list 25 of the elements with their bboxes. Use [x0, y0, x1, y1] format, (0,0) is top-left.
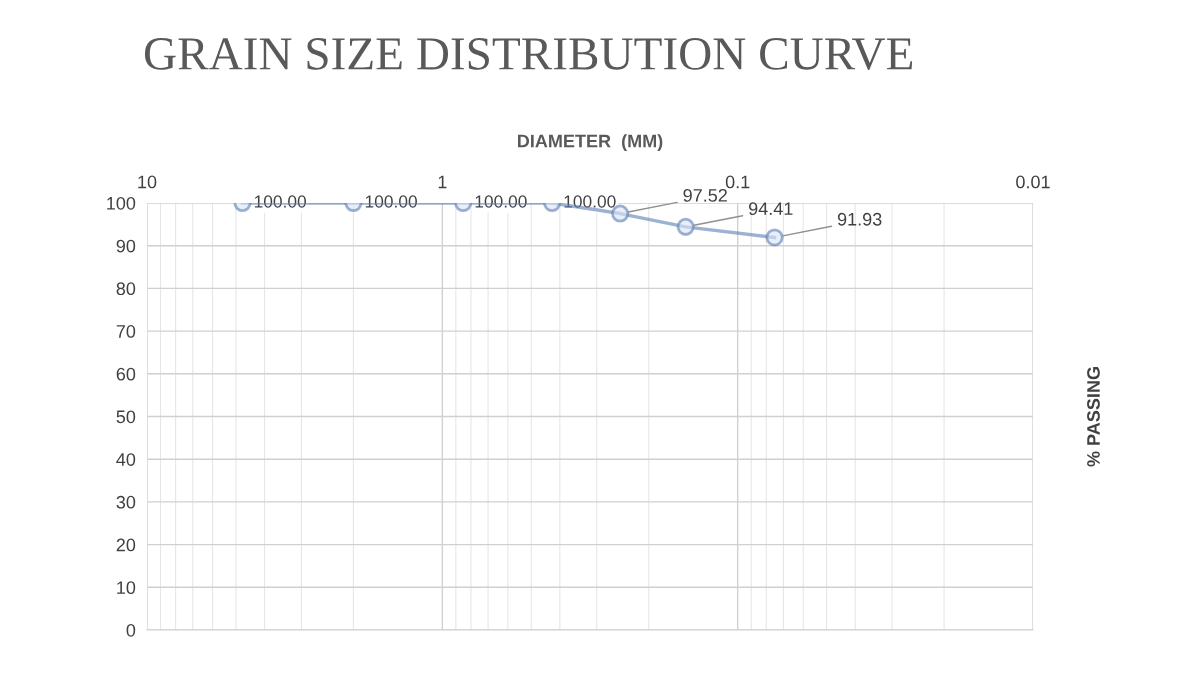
y-tick-label: 0 — [126, 623, 136, 637]
chart-title: GRAIN SIZE DISTRIBUTION CURVE — [144, 38, 913, 71]
y-tick-label: 40 — [116, 453, 136, 466]
x-tick-label: 0.01 — [1016, 175, 1050, 189]
y-tick-label: 10 — [117, 581, 136, 595]
y-tick-label: 80 — [116, 282, 136, 296]
y-tick-label: 90 — [116, 239, 136, 253]
y-tick-label: 70 — [116, 325, 136, 338]
data-label: 100.00 — [365, 195, 417, 208]
x-tick-label: 1 — [438, 175, 447, 189]
data-label: 100.00 — [475, 195, 527, 208]
y2-axis-title: % PASSING — [1087, 367, 1100, 467]
x-tick-label: 10 — [138, 175, 157, 189]
y-tick-label: 100 — [107, 196, 136, 210]
y-tick-label: 20 — [116, 538, 136, 552]
y-tick-label: 50 — [116, 410, 136, 424]
data-label: 94.41 — [749, 202, 793, 216]
data-label: 91.93 — [837, 212, 882, 226]
x-tick-label: 0.1 — [725, 175, 750, 189]
y-tick-label: 30 — [116, 495, 136, 509]
x-axis-title: DIAMETER (MM) — [517, 134, 663, 152]
data-label: 97.52 — [683, 188, 727, 202]
y-tick-label: 60 — [116, 367, 136, 381]
data-label: 100.00 — [564, 195, 616, 208]
data-label: 100.00 — [254, 195, 307, 208]
